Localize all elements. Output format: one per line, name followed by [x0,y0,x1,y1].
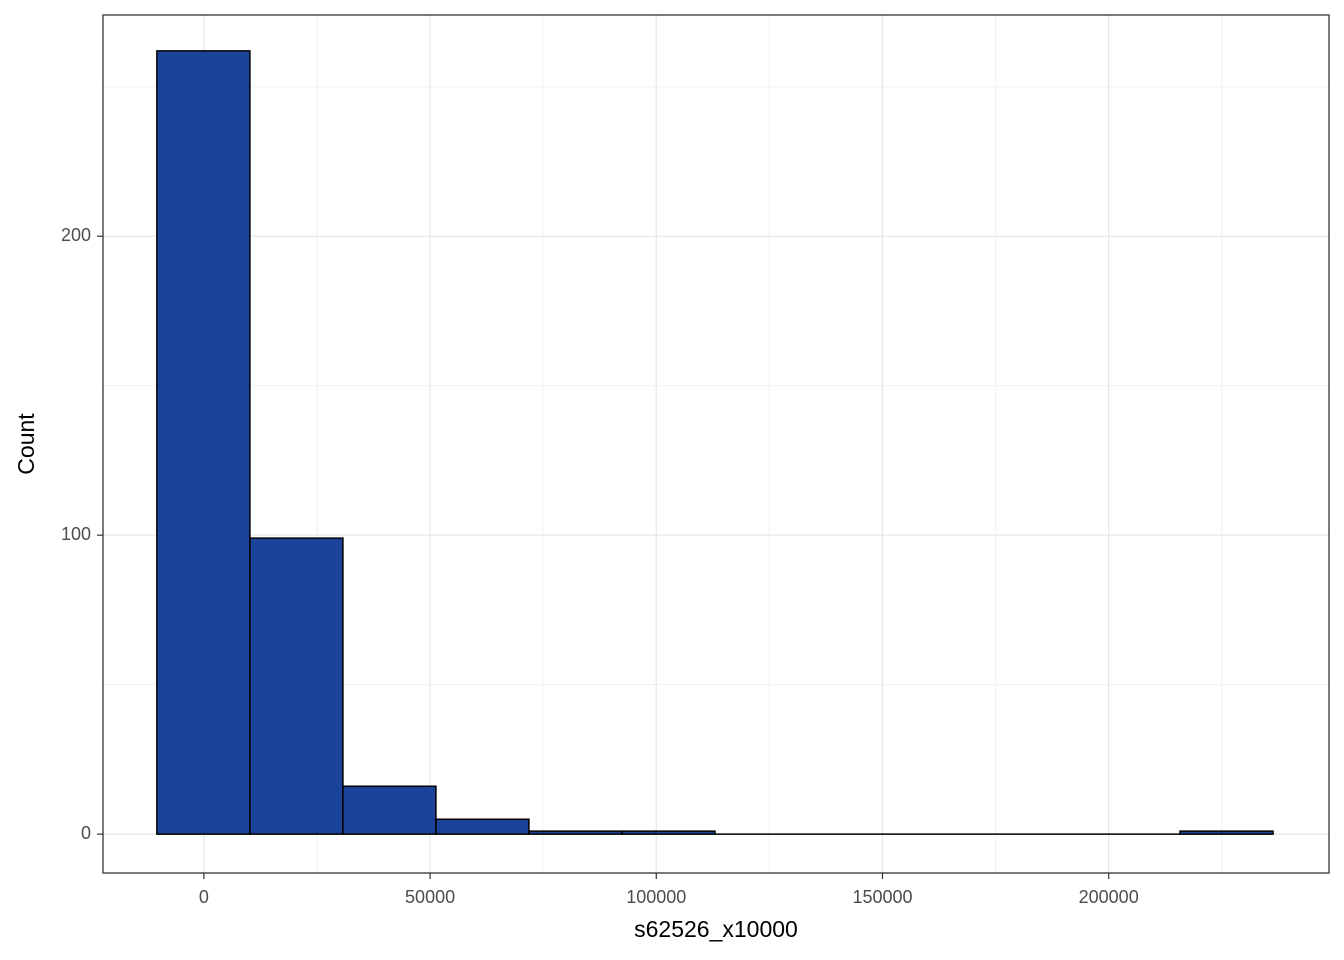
bar [621,830,716,835]
panel-border [102,14,1330,874]
bar [156,50,251,835]
x-axis-title: s62526_x10000 [634,916,798,942]
x-tick-label: 150000 [852,887,912,907]
bar [1179,830,1274,835]
y-tick-label: 100 [61,524,91,544]
y-axis-title: Count [13,413,39,475]
bar [435,818,530,835]
bar [342,785,437,835]
y-tick-label: 0 [81,823,91,843]
bar [249,537,344,835]
x-tick-label: 200000 [1079,887,1139,907]
y-tick-label: 200 [61,225,91,245]
x-tick-label: 50000 [405,887,455,907]
x-tick-label: 0 [199,887,209,907]
x-tick-label: 100000 [626,887,686,907]
bar [528,830,623,835]
